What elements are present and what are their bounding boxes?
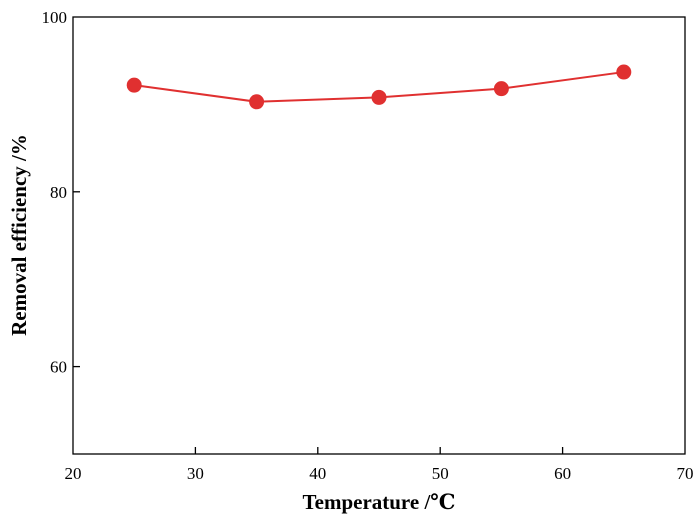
x-axis-ticks: 20 30 40 50 60 70	[65, 447, 694, 483]
y-axis-label: Removal efficiency /%	[7, 134, 31, 336]
x-tick-label: 50	[432, 464, 449, 483]
y-tick-label: 60	[50, 358, 67, 377]
data-point	[126, 77, 142, 93]
y-axis-ticks: 60 80 100	[42, 8, 80, 377]
data-point	[249, 94, 265, 110]
data-point	[493, 81, 509, 97]
plot-area-frame	[72, 16, 686, 455]
x-tick-label: 20	[65, 464, 82, 483]
x-axis-label: Temperature /℃	[303, 490, 456, 514]
data-point	[371, 89, 387, 105]
x-tick-label: 40	[309, 464, 326, 483]
x-tick-label: 30	[187, 464, 204, 483]
y-tick-label: 80	[50, 183, 67, 202]
x-tick-label: 70	[677, 464, 694, 483]
data-point	[616, 64, 632, 80]
x-tick-label: 60	[554, 464, 571, 483]
y-tick-label: 100	[42, 8, 68, 27]
series-layer	[126, 64, 632, 110]
